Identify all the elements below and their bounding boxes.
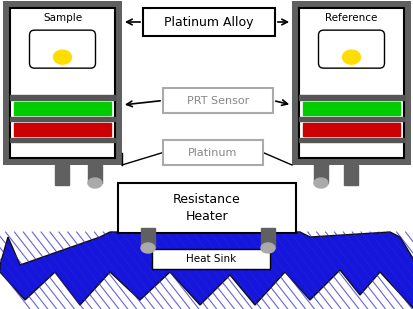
Bar — [298, 8, 403, 158]
Bar — [88, 163, 102, 183]
Ellipse shape — [313, 178, 327, 188]
Bar — [142, 8, 274, 36]
Bar — [10, 138, 115, 142]
FancyBboxPatch shape — [318, 30, 384, 68]
Bar — [10, 117, 115, 121]
Ellipse shape — [53, 50, 71, 64]
Ellipse shape — [342, 50, 360, 64]
Bar — [14, 102, 111, 115]
Bar — [152, 249, 269, 269]
Bar — [55, 165, 69, 185]
Ellipse shape — [88, 178, 102, 188]
Text: Resistance
Heater: Resistance Heater — [173, 193, 240, 223]
Ellipse shape — [141, 243, 154, 253]
Bar — [163, 140, 262, 165]
Bar — [260, 228, 274, 248]
Bar — [298, 138, 403, 142]
Bar — [118, 183, 295, 233]
Bar — [10, 95, 115, 100]
Text: Sample: Sample — [43, 13, 82, 23]
Bar — [302, 123, 399, 136]
Text: Reference: Reference — [325, 13, 377, 23]
Bar — [313, 163, 327, 183]
Bar — [163, 88, 272, 113]
Bar — [298, 117, 403, 121]
Bar — [14, 123, 111, 136]
Text: Heat Sink: Heat Sink — [185, 254, 235, 264]
FancyBboxPatch shape — [29, 30, 95, 68]
Bar — [298, 95, 403, 100]
Polygon shape — [0, 232, 413, 309]
Text: PRT Sensor: PRT Sensor — [186, 95, 249, 105]
Bar — [302, 102, 399, 115]
Bar — [344, 165, 358, 185]
Bar — [141, 228, 154, 248]
Bar — [291, 1, 410, 165]
Bar — [3, 1, 122, 165]
Ellipse shape — [260, 243, 274, 253]
Text: Platinum Alloy: Platinum Alloy — [164, 15, 253, 28]
Text: Platinum: Platinum — [188, 147, 237, 158]
Bar — [10, 8, 115, 158]
